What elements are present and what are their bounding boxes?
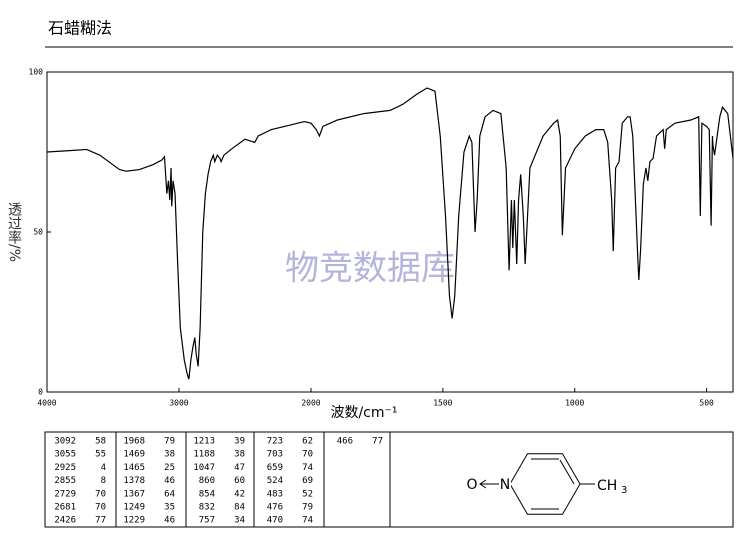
peak-transmittance: 52 <box>302 489 313 499</box>
peak-transmittance: 38 <box>234 450 245 460</box>
x-tick-label: 1500 <box>433 399 452 408</box>
peak-wavenumber: 1047 <box>193 463 215 473</box>
y-tick-label: 100 <box>29 68 44 77</box>
peak-wavenumber: 2681 <box>54 503 76 513</box>
peak-wavenumber: 466 <box>337 437 353 447</box>
peak-wavenumber: 476 <box>267 503 283 513</box>
x-axis-label: 波数/cm⁻¹ <box>330 405 397 421</box>
peak-transmittance: 79 <box>164 437 175 447</box>
y-tick-label: 50 <box>33 228 43 237</box>
peak-transmittance: 62 <box>302 437 313 447</box>
peak-transmittance: 8 <box>101 476 106 486</box>
x-tick-label: 3000 <box>169 399 188 408</box>
x-tick-label: 2000 <box>301 399 320 408</box>
peak-transmittance: 38 <box>164 450 175 460</box>
peak-wavenumber: 703 <box>267 450 283 460</box>
arrow-head <box>479 479 487 489</box>
peak-wavenumber: 3092 <box>54 437 76 447</box>
ring <box>509 453 581 515</box>
peak-transmittance: 34 <box>234 516 245 526</box>
peak-transmittance: 35 <box>164 503 175 513</box>
peak-wavenumber: 832 <box>199 503 215 513</box>
peak-wavenumber: 757 <box>199 516 215 526</box>
peak-wavenumber: 1229 <box>123 516 145 526</box>
peak-transmittance: 77 <box>95 516 106 526</box>
peak-transmittance: 74 <box>302 516 313 526</box>
spectrum-line <box>46 87 734 380</box>
peak-wavenumber: 854 <box>199 489 215 499</box>
x-tick-label: 4000 <box>37 399 56 408</box>
peak-transmittance: 70 <box>95 503 106 513</box>
y-axis-label: 透过率/% <box>6 202 22 262</box>
atom-label: CH <box>597 478 617 494</box>
peak-wavenumber: 1249 <box>123 503 145 513</box>
peak-transmittance: 64 <box>164 489 175 499</box>
peak-transmittance: 39 <box>234 437 245 447</box>
peak-transmittance: 70 <box>302 450 313 460</box>
peak-wavenumber: 860 <box>199 476 215 486</box>
peak-transmittance: 55 <box>95 450 106 460</box>
peak-wavenumber: 3055 <box>54 450 76 460</box>
peak-wavenumber: 2426 <box>54 516 76 526</box>
structure <box>479 453 595 515</box>
peak-wavenumber: 723 <box>267 437 283 447</box>
peak-wavenumber: 1469 <box>123 450 145 460</box>
peak-wavenumber: 1213 <box>193 437 215 447</box>
page-title: 石蜡糊法 <box>48 19 112 38</box>
peak-wavenumber: 1367 <box>123 489 145 499</box>
atom-label: N <box>500 477 510 493</box>
peak-wavenumber: 1378 <box>123 476 145 486</box>
peak-transmittance: 77 <box>372 437 383 447</box>
peak-transmittance: 84 <box>234 503 245 513</box>
peak-transmittance: 79 <box>302 503 313 513</box>
atom-subscript: 3 <box>621 485 627 496</box>
peak-transmittance: 46 <box>164 516 175 526</box>
peak-wavenumber: 470 <box>267 516 283 526</box>
peak-wavenumber: 483 <box>267 489 283 499</box>
x-tick-label: 500 <box>699 399 714 408</box>
peak-wavenumber: 524 <box>267 476 283 486</box>
peak-transmittance: 60 <box>234 476 245 486</box>
x-tick-label: 1000 <box>565 399 584 408</box>
peak-transmittance: 69 <box>302 476 313 486</box>
peak-transmittance: 46 <box>164 476 175 486</box>
peak-wavenumber: 2729 <box>54 489 76 499</box>
peak-wavenumber: 1465 <box>123 463 145 473</box>
peak-transmittance: 47 <box>234 463 245 473</box>
peak-transmittance: 42 <box>234 489 245 499</box>
watermark: 物竞数据库 <box>285 249 455 289</box>
peak-wavenumber: 659 <box>267 463 283 473</box>
table-frame <box>44 431 734 528</box>
peak-transmittance: 74 <box>302 463 313 473</box>
peak-transmittance: 58 <box>95 437 106 447</box>
peak-transmittance: 4 <box>101 463 106 473</box>
peak-wavenumber: 2855 <box>54 476 76 486</box>
peak-transmittance: 25 <box>164 463 175 473</box>
peak-wavenumber: 1968 <box>123 437 145 447</box>
label-mask <box>499 477 511 491</box>
peak-wavenumber: 2925 <box>54 463 76 473</box>
double-bond <box>559 459 575 485</box>
peak-transmittance: 70 <box>95 489 106 499</box>
peak-wavenumber: 1188 <box>193 450 215 460</box>
atom-label: O <box>466 477 477 493</box>
y-tick-label: 0 <box>38 388 43 397</box>
